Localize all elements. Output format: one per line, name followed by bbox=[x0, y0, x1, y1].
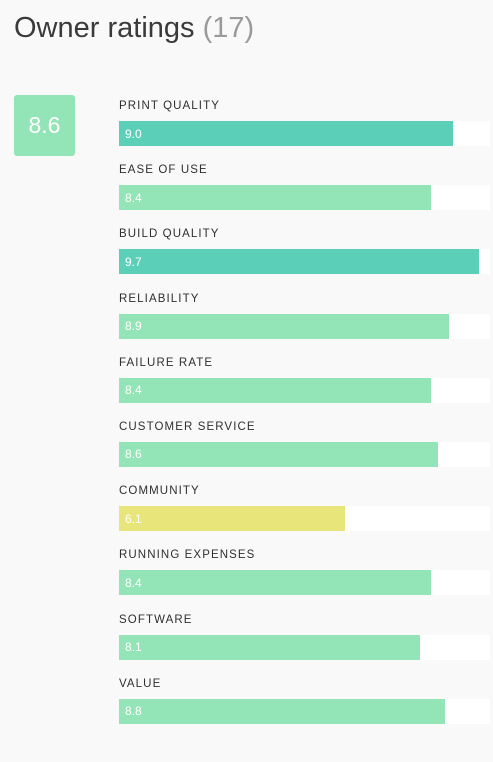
overall-score-badge: 8.6 bbox=[14, 95, 75, 156]
rating-bar-track: 9.7 bbox=[119, 249, 490, 275]
rating-bar-track: 8.4 bbox=[119, 185, 490, 211]
rating-value: 8.9 bbox=[125, 319, 142, 334]
rating-value: 6.1 bbox=[125, 511, 142, 526]
rating-bar-fill: 9.0 bbox=[119, 121, 453, 146]
rating-bar-track: 8.1 bbox=[119, 634, 490, 660]
rating-bar-track: 8.4 bbox=[119, 570, 490, 596]
rating-bar-track: 8.4 bbox=[119, 377, 490, 403]
rating-label: FAILURE RATE bbox=[119, 356, 214, 369]
rating-label: SOFTWARE bbox=[119, 613, 193, 626]
rating-bar-fill: 8.4 bbox=[119, 570, 431, 596]
rating-label: RUNNING EXPENSES bbox=[119, 549, 256, 562]
rating-row-reliability: RELIABILITY 8.9 bbox=[119, 291, 490, 355]
rating-label: RELIABILITY bbox=[119, 292, 200, 305]
title-text: Owner ratings bbox=[14, 12, 195, 44]
rating-label: PRINT QUALITY bbox=[119, 100, 220, 112]
rating-bar-track: 6.1 bbox=[119, 506, 490, 532]
rating-value: 8.8 bbox=[125, 704, 142, 719]
rating-row-software: SOFTWARE 8.1 bbox=[119, 612, 490, 676]
rating-row-running-expenses: RUNNING EXPENSES 8.4 bbox=[119, 547, 490, 611]
rating-value: 8.4 bbox=[125, 190, 142, 205]
rating-value: 9.0 bbox=[125, 126, 142, 141]
rating-value: 8.1 bbox=[125, 640, 142, 654]
rating-value: 8.6 bbox=[125, 447, 142, 462]
ratings-list: PRINT QUALITY 9.0 EASE OF USE 8.4 BUILD … bbox=[119, 98, 490, 740]
rating-bar-track: 8.6 bbox=[119, 441, 490, 467]
rating-label: VALUE bbox=[119, 677, 162, 690]
rating-value: 8.4 bbox=[125, 383, 142, 398]
rating-bar-fill: 8.6 bbox=[119, 441, 439, 467]
rating-count: (17) bbox=[202, 12, 255, 44]
rating-bar-fill: 8.8 bbox=[119, 698, 446, 724]
rating-bar-fill: 8.1 bbox=[119, 634, 420, 660]
rating-bar-fill: 8.9 bbox=[119, 313, 450, 339]
rating-row-failure-rate: FAILURE RATE 8.4 bbox=[119, 355, 490, 419]
page-title: Owner ratings (17) bbox=[14, 12, 254, 45]
overall-score-value: 8.6 bbox=[28, 112, 61, 138]
rating-bar-fill: 6.1 bbox=[119, 506, 346, 532]
rating-label: BUILD QUALITY bbox=[119, 228, 220, 241]
rating-bar-track: 8.9 bbox=[119, 313, 490, 339]
rating-row-customer-service: CUSTOMER SERVICE 8.6 bbox=[119, 419, 490, 483]
rating-label: EASE OF USE bbox=[119, 164, 208, 177]
rating-row-print-quality: PRINT QUALITY 9.0 bbox=[119, 98, 490, 162]
rating-value: 8.4 bbox=[125, 575, 142, 590]
rating-label: CUSTOMER SERVICE bbox=[119, 420, 256, 433]
rating-value: 9.7 bbox=[125, 254, 142, 269]
rating-bar-fill: 8.4 bbox=[119, 377, 431, 403]
rating-row-value: VALUE 8.8 bbox=[119, 676, 490, 740]
rating-row-community: COMMUNITY 6.1 bbox=[119, 483, 490, 547]
rating-bar-fill: 9.7 bbox=[119, 249, 479, 275]
rating-bar-track: 8.8 bbox=[119, 698, 490, 724]
rating-row-build-quality: BUILD QUALITY 9.7 bbox=[119, 226, 490, 290]
rating-bar-fill: 8.4 bbox=[119, 185, 431, 211]
rating-row-ease-of-use: EASE OF USE 8.4 bbox=[119, 162, 490, 226]
rating-bar-track: 9.0 bbox=[119, 121, 490, 146]
rating-label: COMMUNITY bbox=[119, 485, 200, 498]
